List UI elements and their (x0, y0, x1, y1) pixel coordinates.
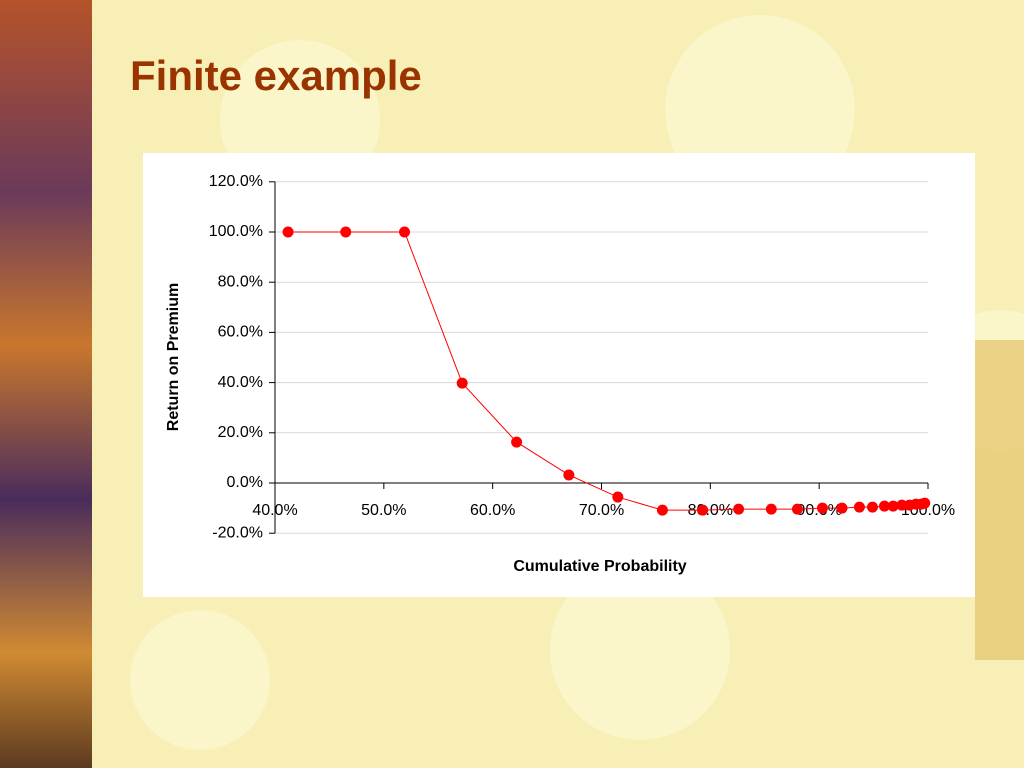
data-point (866, 501, 878, 513)
data-point (887, 500, 899, 512)
data-point (791, 503, 803, 515)
data-point (896, 499, 908, 511)
data-point (612, 491, 624, 503)
chart-area (143, 153, 975, 597)
y-tick-label: -20.0% (212, 524, 263, 541)
data-point (511, 436, 523, 448)
data-point (853, 501, 865, 513)
data-point (919, 497, 931, 509)
y-tick-label: 100.0% (209, 223, 263, 240)
data-point (282, 226, 294, 238)
data-point (697, 504, 709, 516)
data-point (399, 226, 411, 238)
slide-title: Finite example (130, 52, 422, 99)
data-point (816, 502, 828, 514)
data-point (765, 503, 777, 515)
data-point (836, 502, 848, 514)
data-point (733, 503, 745, 515)
data-point (878, 500, 890, 512)
x-tick-label: 50.0% (361, 502, 406, 519)
x-tick-label: 60.0% (470, 502, 515, 519)
x-axis-title: Cumulative Probability (513, 558, 686, 575)
y-tick-label: 40.0% (218, 374, 263, 391)
y-tick-label: 0.0% (227, 474, 263, 491)
x-tick-label: 40.0% (252, 502, 297, 519)
x-tick-label: 70.0% (579, 502, 624, 519)
y-tick-label: 20.0% (218, 424, 263, 441)
y-axis-title: Return on Premium (165, 283, 182, 431)
y-tick-label: 60.0% (218, 324, 263, 341)
data-point (340, 226, 352, 238)
x-tick-label: 80.0% (688, 502, 733, 519)
data-point (563, 469, 575, 481)
data-point (656, 504, 668, 516)
data-point (456, 377, 468, 389)
y-tick-label: 80.0% (218, 273, 263, 290)
y-tick-label: 120.0% (209, 173, 263, 190)
